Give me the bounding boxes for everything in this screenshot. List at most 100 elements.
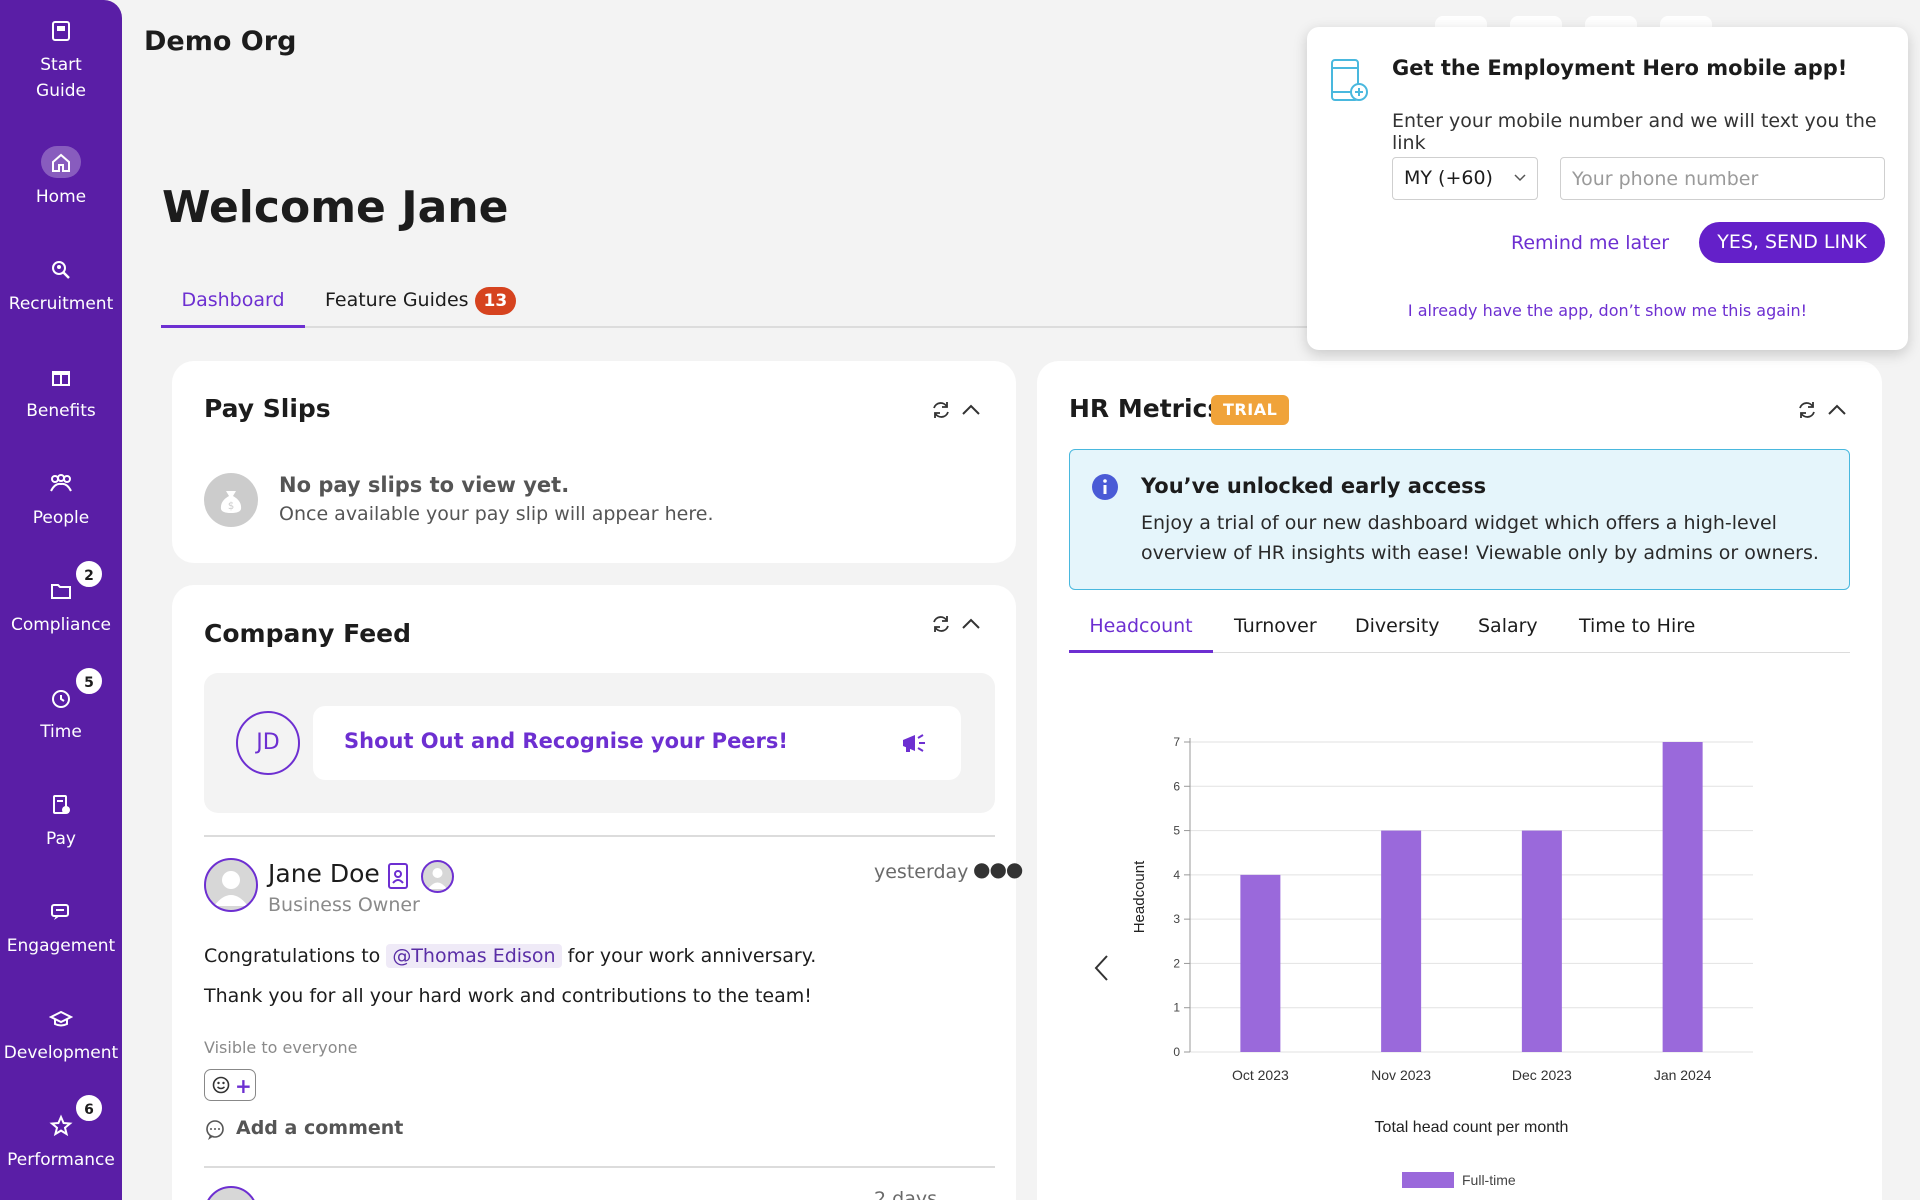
tab-label: Turnover	[1234, 615, 1317, 637]
id-badge-icon	[385, 861, 411, 895]
sidebar-item-label: Engagement	[6, 936, 116, 956]
tab-label: Time to Hire	[1579, 615, 1696, 637]
mention-link[interactable]: @Thomas Edison	[386, 944, 562, 968]
legend-label: Full-time	[1462, 1172, 1516, 1188]
more-options-icon[interactable]: ●●●	[973, 857, 1023, 881]
tab-dashboard[interactable]: Dashboard	[161, 278, 305, 328]
sidebar-item-engagement[interactable]: Engagement	[0, 895, 122, 959]
tab-label: Diversity	[1355, 615, 1440, 637]
trial-badge: TRIAL	[1211, 395, 1290, 425]
remind-later-link[interactable]: Remind me later	[1511, 232, 1670, 254]
sidebar-item-start-guide[interactable]: Start Guide	[0, 14, 122, 104]
tab-feature-guides[interactable]: Feature Guides 13	[325, 278, 517, 328]
home-icon	[41, 146, 81, 178]
sidebar-item-compliance[interactable]: Compliance	[0, 574, 122, 638]
sidebar-item-performance[interactable]: Performance	[0, 1109, 122, 1173]
chevron-up-icon[interactable]	[1826, 399, 1848, 425]
dont-show-again-link[interactable]: I already have the app, don’t show me th…	[1407, 301, 1808, 320]
add-comment-button[interactable]: Add a comment	[236, 1117, 404, 1139]
chart-bar	[1521, 830, 1562, 1052]
star-icon	[41, 1109, 81, 1141]
folder-icon	[41, 574, 81, 606]
country-code-select[interactable]: MY (+60)	[1392, 157, 1538, 200]
avatar[interactable]: JD	[236, 711, 300, 775]
y-tick-label: 1	[1173, 1001, 1180, 1015]
chart-bar	[1381, 830, 1422, 1052]
info-icon	[1091, 473, 1119, 505]
card-controls	[1796, 399, 1852, 429]
sidebar-item-label: Start Guide	[36, 55, 86, 101]
card-title: Pay Slips	[204, 394, 331, 423]
tab-turnover[interactable]: Turnover	[1234, 606, 1317, 653]
card-title: HR Metrics	[1069, 394, 1223, 423]
sidebar-item-label: Home	[35, 187, 87, 207]
avatar[interactable]	[204, 858, 258, 912]
y-tick-label: 6	[1173, 779, 1180, 793]
tab-label: Feature Guides	[325, 289, 469, 311]
sidebar-item-people[interactable]: People	[0, 467, 122, 531]
refresh-icon[interactable]	[930, 613, 952, 639]
book-icon	[41, 14, 81, 46]
sidebar-item-label: Time	[40, 722, 82, 742]
pay-slips-empty-title: No pay slips to view yet.	[279, 473, 570, 497]
clock-icon	[41, 681, 81, 713]
notice-title: You’ve unlocked early access	[1141, 474, 1487, 498]
mobile-app-popup: Get the Employment Hero mobile app! Ente…	[1307, 27, 1908, 350]
comment-icon	[204, 1119, 226, 1145]
early-access-notice: You’ve unlocked early access Enjoy a tri…	[1069, 449, 1850, 590]
search-people-icon	[41, 253, 81, 285]
header-button[interactable]	[1435, 16, 1487, 30]
shout-out-label[interactable]: Shout Out and Recognise your Peers!	[344, 729, 788, 753]
tab-label: Headcount	[1089, 615, 1193, 637]
notice-body: Enjoy a trial of our new dashboard widge…	[1141, 512, 1819, 564]
refresh-icon[interactable]	[1796, 399, 1818, 425]
user-avatar-icon	[421, 860, 454, 893]
post-role: Business Owner	[268, 894, 420, 916]
tab-label: Salary	[1478, 615, 1538, 637]
tab-salary[interactable]: Salary	[1478, 606, 1538, 653]
phone-number-input[interactable]	[1560, 157, 1885, 200]
sidebar-item-pay[interactable]: Pay	[0, 788, 122, 852]
sidebar-item-development[interactable]: Development	[0, 1002, 122, 1066]
post-text-line2: Thank you for all your hard work and con…	[204, 985, 812, 1007]
sidebar-item-home[interactable]: Home	[0, 146, 122, 210]
sidebar-item-label: Recruitment	[8, 294, 114, 314]
sidebar-item-label: Pay	[46, 829, 76, 849]
tab-time-to-hire[interactable]: Time to Hire	[1579, 606, 1695, 653]
sidebar-item-label: Performance	[7, 1150, 115, 1170]
y-axis-label: Headcount	[1131, 860, 1148, 933]
x-axis-label: Total head count per month	[1375, 1119, 1569, 1136]
payslip-icon	[41, 788, 81, 820]
popup-title: Get the Employment Hero mobile app!	[1392, 56, 1848, 80]
header-button[interactable]	[1510, 16, 1562, 30]
sidebar-item-benefits[interactable]: Benefits	[0, 360, 122, 424]
sidebar-item-recruitment[interactable]: Recruitment	[0, 253, 122, 317]
card-title: Company Feed	[204, 619, 412, 648]
sidebar-item-time[interactable]: Time	[0, 681, 122, 745]
post-author[interactable]: Jane Doe	[268, 859, 380, 888]
shout-out-button[interactable]	[313, 706, 961, 780]
performance-badge: 6	[74, 1093, 104, 1123]
send-link-button[interactable]: YES, SEND LINK	[1699, 222, 1885, 263]
tab-diversity[interactable]: Diversity	[1355, 606, 1440, 653]
compliance-badge: 2	[74, 559, 104, 589]
chevron-left-icon[interactable]	[1091, 953, 1113, 987]
dashboard-tabs: Dashboard Feature Guides 13	[161, 278, 1311, 328]
x-tick-label: Dec 2023	[1512, 1067, 1572, 1083]
plus-icon: +	[235, 1074, 252, 1098]
notifications-button[interactable]	[1660, 16, 1712, 30]
money-bag-icon: $	[204, 473, 258, 527]
svg-text:$: $	[228, 501, 234, 512]
chevron-up-icon[interactable]	[960, 613, 982, 639]
page-title: Welcome Jane	[162, 182, 509, 233]
refresh-icon[interactable]	[930, 399, 952, 425]
tab-label: Dashboard	[181, 289, 285, 311]
add-reaction-button[interactable]: +	[204, 1069, 256, 1101]
header-button[interactable]	[1585, 16, 1637, 30]
sidebar-item-label: Benefits	[26, 401, 96, 421]
chevron-up-icon[interactable]	[960, 399, 982, 425]
time-badge: 5	[74, 666, 104, 696]
post-text: for your work anniversary.	[567, 945, 817, 967]
chevron-down-icon	[1513, 158, 1527, 199]
tab-headcount[interactable]: Headcount	[1069, 606, 1213, 653]
